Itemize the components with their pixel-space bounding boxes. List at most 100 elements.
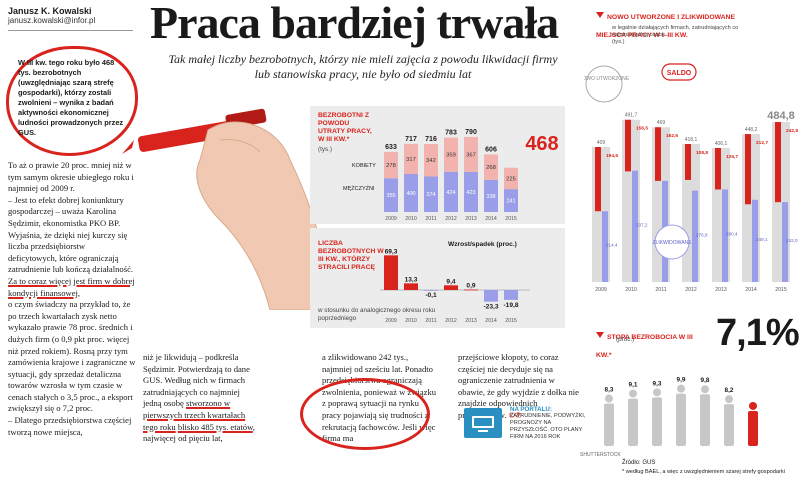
tick-label: 2013 — [465, 318, 477, 324]
saldo-label: SALDO — [667, 70, 692, 77]
bar-women — [504, 167, 518, 190]
bar-men — [404, 174, 418, 212]
bar-women — [464, 136, 478, 172]
bar-men — [384, 178, 398, 212]
col2-text-start: niż je likwidują – podkreśla Sędzimir. P… — [143, 352, 250, 409]
bar-saldo — [595, 147, 601, 212]
bar-women — [384, 151, 398, 179]
value-saldo: 162,6 — [666, 133, 678, 139]
tick-label: 2010 — [625, 287, 637, 293]
value-men: 374 — [426, 192, 435, 198]
headline: Praca bardziej trwała — [150, 0, 559, 48]
bar-women — [484, 154, 498, 180]
col1-highlight: Za to coraz więcej jest firm w dobrej ko… — [8, 275, 135, 298]
value-created: 491,7 — [625, 113, 638, 119]
tick-label: 2009 — [385, 318, 397, 324]
col1-paragraph-1: To aż o prawie 20 proc. mniej niż w tym … — [8, 160, 134, 194]
value-liquidated: 280,4 — [726, 232, 738, 237]
author-email[interactable]: janusz.kowalski@infor.pl — [8, 16, 96, 25]
promo-tag: NA PORTALU: — [510, 406, 552, 413]
pullquote-circle — [6, 46, 138, 156]
chart4-unit: (proc.) — [616, 336, 635, 343]
value-label: 8,3 — [605, 387, 614, 394]
value-men: 338 — [486, 194, 495, 200]
tick-label: 2015 — [505, 318, 517, 324]
bar-liquidated — [632, 170, 638, 282]
value-label: 9,4 — [446, 278, 455, 285]
value-women: 342 — [426, 158, 436, 164]
chart1-svg: 355 278 633 2009 400 317 717 2010 374 342 716 2011 4… — [384, 129, 559, 222]
tick-label: 2015 — [775, 287, 787, 293]
tick-label: 2012 — [685, 287, 697, 293]
person-head-icon — [725, 395, 733, 404]
liquidated-label: ZLIKWIDOWANE — [653, 240, 693, 246]
person-body-icon — [724, 404, 734, 446]
chart3-subtitle: w legalnie działających firmach, zatrudn… — [612, 25, 739, 38]
bar-change — [404, 283, 418, 290]
chart2-svg: 69,3 2009 13,3 2010 -0,1 2011 9,4 2012 0,9 2013 -2… — [380, 248, 530, 324]
chart4-svg: 8,3 9,1 9,3 9,9 9,8 8,2 — [604, 377, 758, 446]
value-men: 241 — [506, 199, 515, 205]
tick-label: 2014 — [745, 287, 757, 293]
chart3-svg: 409 194,6 214,4 2009 491,7 156,5 337,2 2010 469 1… — [584, 63, 798, 293]
person-head-icon — [677, 384, 685, 393]
col1-paragraph-2: – Jest to efekt dobrej koniunktury gospo… — [8, 194, 134, 275]
bar-saldo — [655, 127, 661, 181]
person-body-icon — [604, 403, 614, 446]
tick-label: 2011 — [655, 287, 666, 293]
chart2-note: w stosunku do analogicznego okresu roku … — [318, 307, 436, 322]
person-body-icon — [628, 398, 638, 446]
value-label: 9,9 — [677, 377, 686, 384]
bar-change — [384, 255, 398, 290]
value-total: 783 — [445, 130, 457, 137]
tick-label: 2009 — [385, 216, 397, 222]
value-liquidated: 337,2 — [636, 222, 648, 227]
liquidated-bubble — [654, 224, 690, 260]
value-label: -23,3 — [483, 304, 498, 311]
tick-label: 2015 — [505, 216, 517, 222]
value-label: 9,1 — [629, 382, 638, 389]
person-head-icon — [605, 394, 613, 403]
tick-label: 2010 — [405, 216, 417, 222]
bar-men — [504, 189, 518, 212]
hand-illustration — [122, 108, 339, 310]
pullquote: W III kw. tego roku było 468 tys. bezrob… — [18, 58, 124, 137]
value-total: 716 — [425, 136, 437, 143]
value-created: 469 — [657, 120, 666, 126]
bar-saldo — [745, 134, 751, 205]
tick-label: 2014 — [485, 318, 497, 324]
promo-icon — [464, 408, 502, 438]
value-women: 367 — [466, 152, 476, 158]
value-saldo: 242,8 — [786, 128, 798, 134]
tick-label: 2010 — [405, 318, 417, 324]
value-saldo: 125,7 — [726, 154, 738, 160]
author-name: Janusz K. Kowalski — [8, 6, 92, 16]
value-label: 69,3 — [385, 248, 398, 255]
chart1-label-mezczyzni: MĘŻCZYŹNI — [343, 186, 375, 192]
value-liquidated: 249,1 — [756, 237, 768, 242]
person-body-icon — [700, 394, 710, 446]
value-total: 606 — [485, 146, 497, 153]
value-men: 400 — [406, 191, 415, 197]
value-label: 13,3 — [405, 276, 418, 283]
value-label: 8,2 — [725, 387, 734, 394]
created-bubble — [585, 65, 623, 103]
col3-circle — [300, 378, 430, 450]
value-women: 268 — [486, 165, 496, 171]
value-women: 359 — [446, 153, 456, 159]
bar-women — [444, 137, 458, 172]
bar-change — [444, 285, 458, 290]
chart1-title: BEZROBOTNI Z POWODU UTRATY PRACY, W III … — [318, 112, 372, 143]
chart3-unit: (tys.) — [612, 39, 625, 45]
value-created: 418,1 — [685, 137, 698, 143]
value-liquidated: 242,0 — [786, 238, 798, 243]
value-created: 409 — [597, 140, 606, 146]
bar-liquidated — [602, 211, 608, 282]
value-men: 424 — [446, 190, 455, 196]
promo-block[interactable]: NA PORTALU: ZATRUDNIENIE, PODWYŻKI, PROG… — [510, 406, 588, 441]
value-saldo: 156,5 — [636, 126, 648, 132]
created-label: NOWO UTWORZONE — [584, 76, 630, 82]
value-saldo: 212,7 — [756, 140, 768, 146]
lead: Tak małej liczby bezrobotnych, którzy ni… — [168, 52, 558, 81]
value-label: -19,8 — [503, 302, 518, 309]
